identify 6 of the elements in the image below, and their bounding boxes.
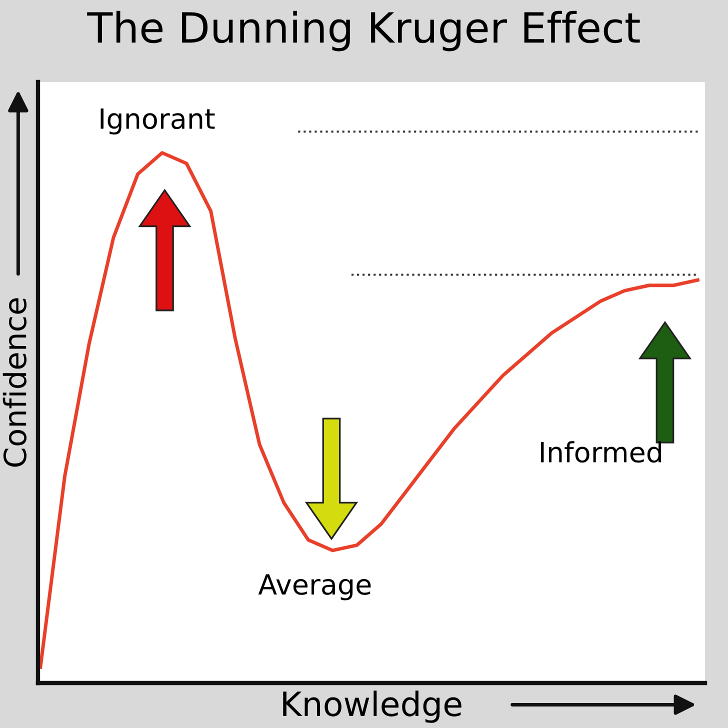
x-axis-title: Knowledge	[283, 690, 462, 723]
annotation: Average	[258, 574, 371, 600]
chart-title: The Dunning Kruger Effect	[87, 10, 640, 52]
text: Ignorant	[100, 108, 215, 135]
annotation: Informed	[540, 441, 662, 463]
y-axis-title: Confidence	[2, 298, 27, 467]
